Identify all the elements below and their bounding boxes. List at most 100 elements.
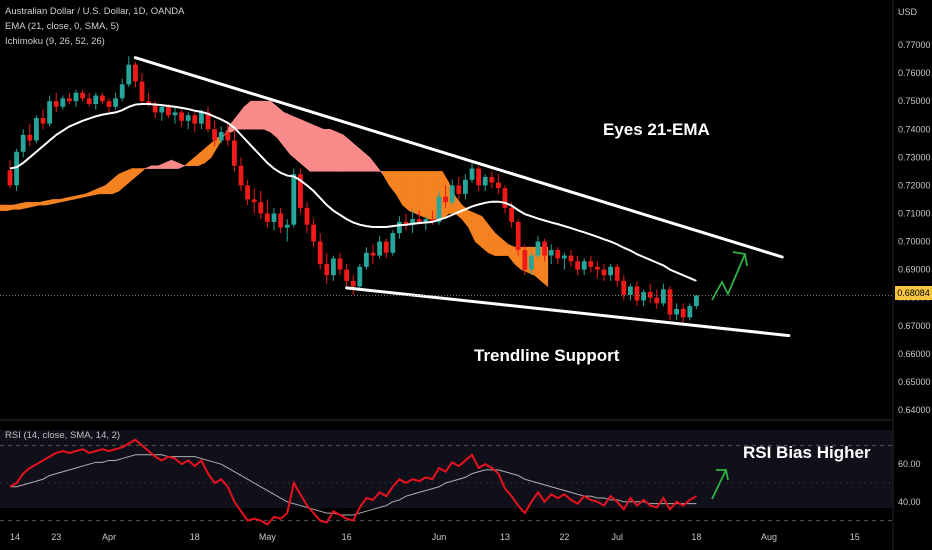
trendline [345, 286, 791, 338]
rsi-tick-label: 60.00 [898, 459, 921, 469]
price-projection-arrow [711, 253, 746, 301]
kumo-segment [408, 171, 417, 214]
candle-body [172, 112, 178, 116]
trendline [133, 56, 784, 259]
kumo-segment [369, 156, 377, 172]
candle-body [265, 213, 270, 222]
ema-annotation: Eyes 21-EMA [603, 120, 710, 139]
kumo-segment [336, 131, 344, 172]
candle-body [647, 292, 653, 298]
kumo-segment [125, 168, 133, 187]
candle-body [522, 249, 528, 270]
candle-body [674, 308, 679, 315]
candle-body [60, 98, 66, 107]
y-tick-label: 0.66000 [898, 349, 931, 359]
candle-body [344, 269, 349, 281]
candle-body [27, 134, 33, 141]
kumo-segment [204, 142, 212, 164]
candle-body [694, 295, 699, 307]
x-tick-label: 23 [51, 532, 61, 542]
candle-body [370, 252, 376, 256]
candle-body [489, 176, 495, 183]
kumo-segment [263, 100, 271, 133]
kumo-segment [494, 232, 502, 256]
kumo-segment [309, 123, 318, 172]
kumo-segment [303, 120, 311, 173]
kumo-segment [507, 243, 516, 265]
x-tick-label: May [259, 532, 277, 542]
kumo-segment [283, 111, 291, 156]
candle-body [185, 115, 191, 121]
candle-body [403, 221, 409, 225]
rsi-panel [0, 438, 893, 526]
candle-body [542, 241, 547, 256]
candle-body [350, 280, 356, 287]
candles [7, 56, 699, 326]
y-tick-label: 0.72000 [898, 180, 931, 190]
kumo-segment [329, 128, 337, 172]
rsi-annotation: RSI Bias Higher [743, 443, 871, 462]
candle-body [126, 64, 132, 85]
candle-body [390, 233, 396, 253]
last-price-tag: 0.68084 [895, 286, 932, 300]
candle-body [179, 112, 184, 121]
kumo-segment [85, 190, 93, 198]
x-tick-label: Jun [432, 532, 447, 542]
y-tick-label: 0.64000 [898, 405, 931, 415]
candle-body [278, 213, 283, 228]
candle-body [529, 255, 534, 270]
kumo-segment [455, 195, 463, 220]
candle-body [159, 106, 165, 113]
ema-21-line [9, 102, 697, 282]
candle-body [53, 101, 59, 107]
candle-body [476, 168, 481, 186]
candle-body [225, 132, 231, 141]
candle-body [687, 306, 693, 318]
x-tick-label: Apr [102, 532, 116, 542]
candle-body [100, 95, 105, 102]
candle-body [568, 255, 574, 262]
x-tick-label: 15 [850, 532, 860, 542]
candle-body [311, 224, 316, 242]
candle-body [562, 255, 567, 259]
candle-body [40, 118, 46, 124]
y-tick-label: 0.69000 [898, 265, 931, 275]
ichimoku-legend[interactable]: Ichimoku (9, 26, 52, 26) [5, 36, 105, 47]
rsi-legend[interactable]: RSI (14, close, SMA, 14, 2) [5, 430, 121, 441]
candle-body [357, 266, 363, 287]
candle-body [93, 95, 99, 104]
candle-body [199, 112, 204, 124]
x-tick-label: Aug [761, 532, 777, 542]
kumo-segment [276, 106, 285, 147]
kumo-segment [488, 223, 496, 257]
kumo-segment [12, 203, 21, 210]
candle-body [364, 252, 369, 267]
kumo-segment [395, 171, 403, 207]
candle-body [555, 249, 561, 259]
candle-body [628, 286, 633, 295]
kumo-segment [349, 139, 357, 172]
chart-title: Australian Dollar / U.S. Dollar, 1D, OAN… [5, 6, 185, 17]
candle-body [205, 112, 211, 130]
kumo-segment [177, 162, 186, 170]
candle-body [34, 118, 39, 141]
kumo-segment [138, 168, 147, 175]
kumo-segment [52, 199, 60, 205]
kumo-segment [382, 171, 390, 187]
candle-body [86, 98, 92, 104]
kumo-segment [151, 165, 159, 169]
y-tick-label: 0.76000 [898, 68, 931, 78]
kumo-segment [468, 210, 476, 242]
candle-body [416, 219, 422, 222]
candle-body [192, 115, 198, 124]
kumo-segment [323, 128, 331, 172]
kumo-segment [72, 194, 80, 200]
candle-body [634, 286, 640, 301]
candle-body [608, 266, 613, 276]
ema-legend[interactable]: EMA (21, close, 0, SMA, 5) [5, 21, 120, 32]
candle-body [218, 132, 224, 141]
kumo-segment [98, 184, 106, 195]
candle-body [621, 280, 627, 295]
